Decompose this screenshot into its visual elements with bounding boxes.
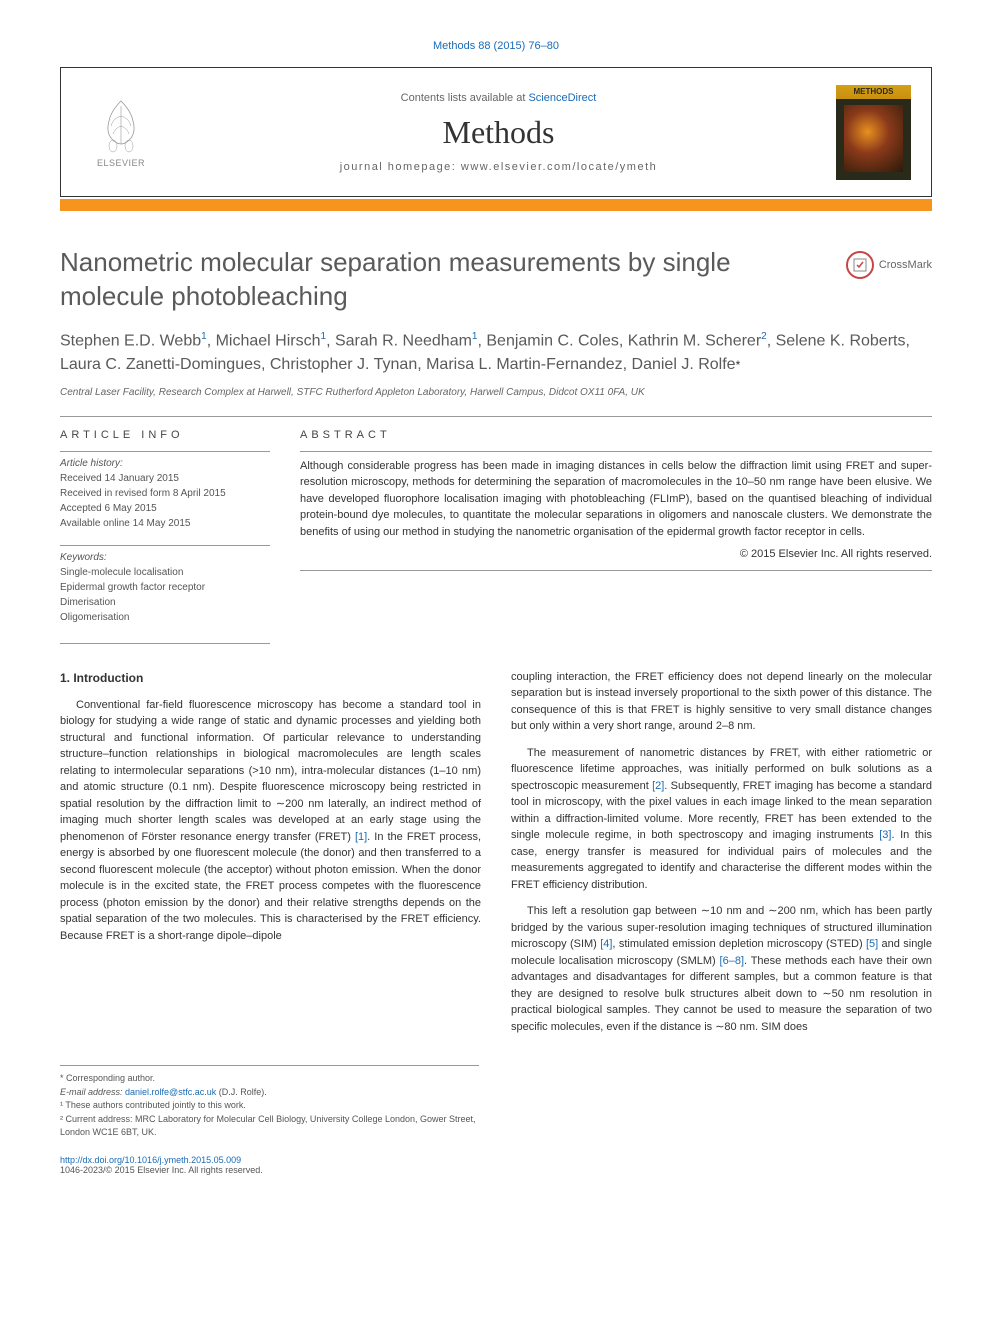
issn-copyright: 1046-2023/© 2015 Elsevier Inc. All right… [60, 1165, 932, 1175]
author-note-1: 1 [472, 331, 478, 342]
doi-link[interactable]: http://dx.doi.org/10.1016/j.ymeth.2015.0… [60, 1155, 932, 1165]
ref-1-link[interactable]: [1] [355, 831, 367, 843]
footnote-1: ¹ These authors contributed jointly to t… [60, 1099, 479, 1113]
journal-reference: Methods 88 (2015) 76–80 [60, 40, 932, 52]
body-paragraph: coupling interaction, the FRET efficienc… [511, 669, 932, 735]
article-info-column: ARTICLE INFO Article history: Received 1… [60, 429, 270, 639]
author-note-1: 1 [201, 331, 207, 342]
crossmark-icon [846, 251, 874, 279]
email-address[interactable]: daniel.rolfe@stfc.ac.uk [125, 1087, 216, 1097]
orange-accent-bar [60, 199, 932, 211]
divider [60, 545, 270, 546]
body-paragraph: This left a resolution gap between ∼10 n… [511, 903, 932, 1035]
journal-homepage: journal homepage: www.elsevier.com/locat… [161, 161, 836, 173]
body-paragraph: The measurement of nanometric distances … [511, 745, 932, 894]
homepage-prefix: journal homepage: [340, 161, 461, 173]
journal-header-box: ELSEVIER Contents lists available at Sci… [60, 67, 932, 197]
homepage-url[interactable]: www.elsevier.com/locate/ymeth [461, 161, 657, 173]
cover-title: METHODS [836, 87, 911, 96]
article-title: Nanometric molecular separation measurem… [60, 246, 826, 314]
crossmark-badge[interactable]: CrossMark [846, 251, 932, 279]
abstract-heading: ABSTRACT [300, 429, 932, 441]
author-note-2: 2 [761, 331, 767, 342]
email-line: E-mail address: daniel.rolfe@stfc.ac.uk … [60, 1086, 479, 1100]
divider [60, 643, 270, 644]
journal-cover-thumbnail: METHODS [836, 85, 911, 180]
journal-name: Methods [161, 114, 836, 151]
ref-2-link[interactable]: [2] [652, 780, 664, 792]
right-column: coupling interaction, the FRET efficienc… [511, 669, 932, 1046]
author-note-1: 1 [321, 331, 327, 342]
ref-5-link[interactable]: [5] [866, 938, 878, 950]
section-1-heading: 1. Introduction [60, 669, 481, 687]
elsevier-logo: ELSEVIER [81, 87, 161, 177]
contents-list-line: Contents lists available at ScienceDirec… [161, 92, 836, 104]
article-info-heading: ARTICLE INFO [60, 429, 270, 441]
affiliation: Central Laser Facility, Research Complex… [60, 387, 932, 398]
authors-list: Stephen E.D. Webb1, Michael Hirsch1, Sar… [60, 329, 932, 377]
divider [300, 451, 932, 452]
abstract-column: ABSTRACT Although considerable progress … [300, 429, 932, 639]
elsevier-tree-icon [91, 96, 151, 156]
divider [60, 416, 932, 417]
copyright-line: © 2015 Elsevier Inc. All rights reserved… [300, 548, 932, 560]
ref-3-link[interactable]: [3] [879, 829, 891, 841]
corresponding-author-note: * Corresponding author. [60, 1072, 479, 1086]
footnote-2: ² Current address: MRC Laboratory for Mo… [60, 1113, 479, 1140]
email-suffix: (D.J. Rolfe). [216, 1087, 267, 1097]
divider [60, 451, 270, 452]
corresponding-asterisk: * [736, 358, 741, 372]
keywords-text: Single-molecule localisation Epidermal g… [60, 565, 270, 625]
keywords-label: Keywords: [60, 552, 270, 563]
body-text-columns: 1. Introduction Conventional far-field f… [60, 669, 932, 1046]
ref-6-8-link[interactable]: [6–8] [720, 955, 744, 967]
left-column: 1. Introduction Conventional far-field f… [60, 669, 481, 1046]
elsevier-label: ELSEVIER [97, 158, 145, 168]
history-label: Article history: [60, 458, 270, 469]
body-paragraph: Conventional far-field fluorescence micr… [60, 697, 481, 945]
abstract-text: Although considerable progress has been … [300, 458, 932, 541]
ref-4-link[interactable]: [4] [600, 938, 612, 950]
footnotes: * Corresponding author. E-mail address: … [60, 1065, 479, 1140]
contents-prefix: Contents lists available at [401, 92, 529, 104]
cover-image [844, 105, 903, 172]
header-center: Contents lists available at ScienceDirec… [161, 92, 836, 173]
history-text: Received 14 January 2015 Received in rev… [60, 471, 270, 531]
email-label: E-mail address: [60, 1087, 125, 1097]
divider [300, 570, 932, 571]
crossmark-label: CrossMark [879, 259, 932, 271]
sciencedirect-link[interactable]: ScienceDirect [528, 92, 596, 104]
